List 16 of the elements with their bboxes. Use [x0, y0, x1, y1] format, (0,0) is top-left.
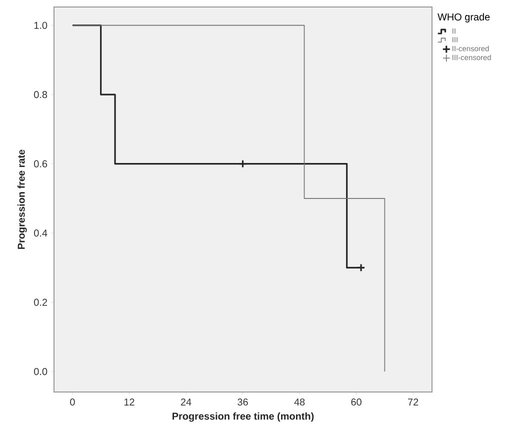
x-tick-label: 24	[180, 398, 192, 406]
legend-title: WHO grade	[438, 13, 490, 22]
x-tick-label: 0	[70, 398, 75, 406]
y-tick-label: 0.2	[34, 298, 48, 306]
x-tick-label: 60	[351, 398, 362, 406]
y-tick-label: 0.8	[34, 91, 48, 98]
y-tick-label: 0.0	[34, 368, 48, 376]
x-tick-label: 48	[294, 398, 305, 406]
y-tick-label: 0.6	[34, 160, 48, 168]
y-tick-label: 1.0	[34, 22, 48, 29]
x-axis-title: Progression free time (month)	[172, 412, 314, 422]
x-tick-label: 72	[408, 398, 418, 406]
y-tick-label: 0.4	[34, 230, 48, 237]
x-tick-label: 12	[124, 398, 134, 406]
x-tick-label: 36	[238, 398, 248, 406]
y-axis-title: Progression free rate	[17, 150, 27, 249]
